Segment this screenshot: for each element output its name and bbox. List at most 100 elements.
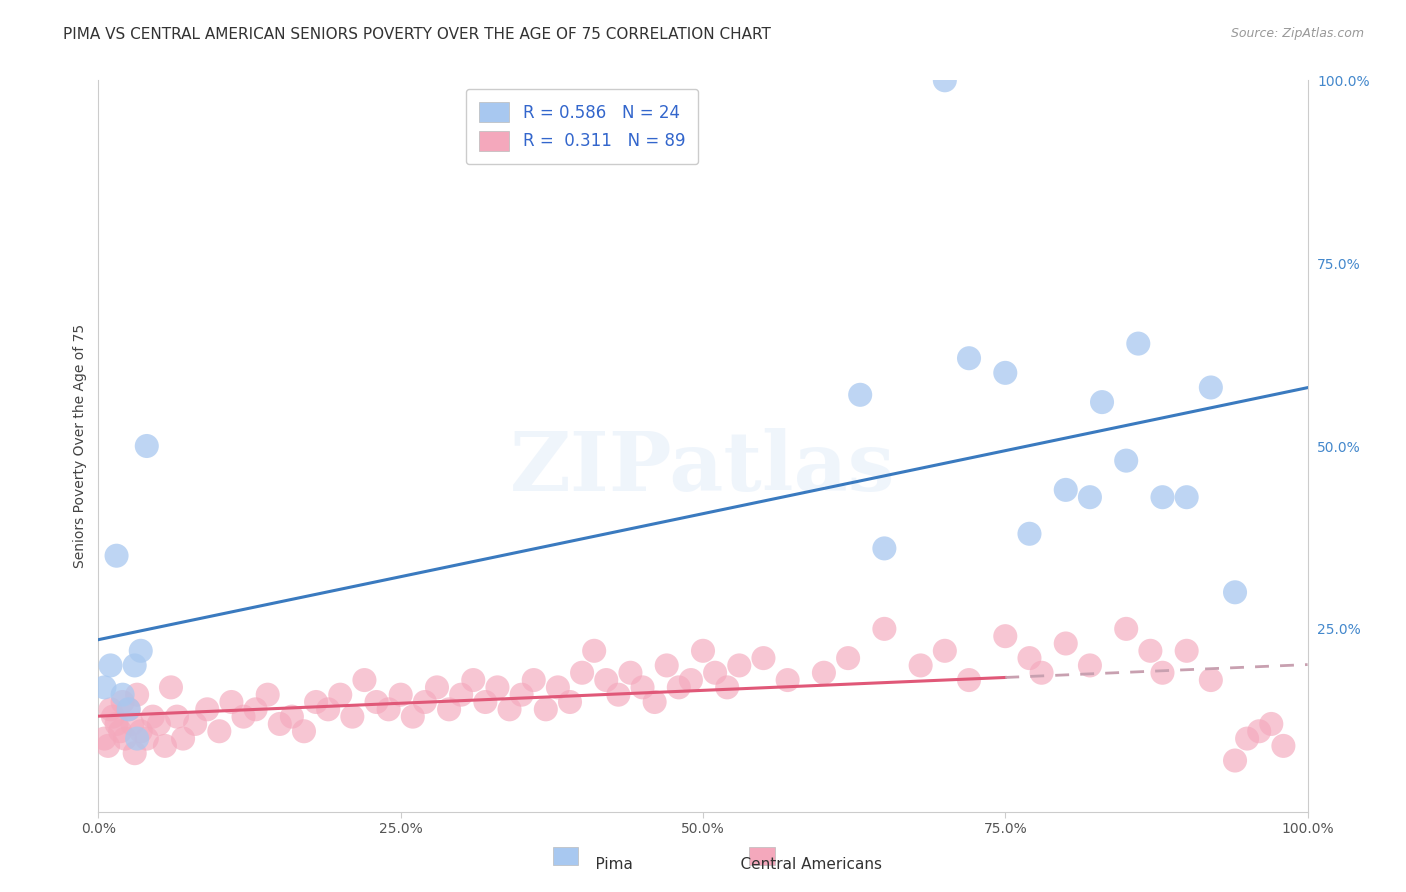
Point [108, 724, 131, 739]
Point [93, 731, 115, 746]
Point [305, 695, 328, 709]
Legend: R = 0.586   N = 24, R =  0.311   N = 89: R = 0.586 N = 24, R = 0.311 N = 89 [465, 88, 699, 164]
Y-axis label: Seniors Poverty Over the Age of 75: Seniors Poverty Over the Age of 75 [73, 324, 87, 568]
Point [994, 366, 1017, 380]
FancyBboxPatch shape [749, 847, 775, 865]
Point [195, 702, 218, 716]
Point [269, 717, 291, 731]
Point [1260, 717, 1282, 731]
Point [1018, 526, 1040, 541]
Point [534, 702, 557, 716]
Point [873, 622, 896, 636]
Point [135, 439, 157, 453]
Point [595, 673, 617, 687]
Point [619, 665, 641, 680]
Point [127, 688, 149, 702]
Point [426, 681, 449, 695]
Point [1272, 739, 1295, 753]
Point [221, 695, 243, 709]
Point [450, 688, 472, 702]
Point [704, 665, 727, 680]
Point [1078, 490, 1101, 504]
Point [1199, 673, 1222, 687]
Point [166, 709, 188, 723]
Point [121, 717, 143, 731]
Point [93, 681, 115, 695]
Point [1054, 483, 1077, 497]
Point [631, 681, 654, 695]
Point [256, 688, 278, 702]
Point [124, 658, 146, 673]
Point [957, 673, 980, 687]
Point [692, 644, 714, 658]
Point [1078, 658, 1101, 673]
FancyBboxPatch shape [553, 847, 578, 865]
Point [1139, 644, 1161, 658]
Point [129, 724, 152, 739]
Point [668, 681, 690, 695]
Point [1249, 724, 1271, 739]
Point [184, 717, 207, 731]
Text: Source: ZipAtlas.com: Source: ZipAtlas.com [1230, 27, 1364, 40]
Point [1115, 453, 1137, 467]
Point [1175, 490, 1198, 504]
Point [644, 695, 666, 709]
Point [728, 658, 751, 673]
Point [1199, 380, 1222, 394]
Point [957, 351, 980, 366]
Text: ZIPatlas: ZIPatlas [510, 428, 896, 508]
Point [329, 688, 352, 702]
Point [153, 739, 176, 753]
Point [135, 731, 157, 746]
Point [118, 702, 141, 716]
Point [776, 673, 799, 687]
Point [148, 717, 170, 731]
Point [910, 658, 932, 673]
Point [342, 709, 364, 723]
Point [1054, 636, 1077, 650]
Point [172, 731, 194, 746]
Point [994, 629, 1017, 643]
Point [716, 681, 738, 695]
Point [583, 644, 606, 658]
Point [498, 702, 520, 716]
Point [127, 731, 149, 746]
Point [1018, 651, 1040, 665]
Point [607, 688, 630, 702]
Point [437, 702, 460, 716]
Point [292, 724, 315, 739]
Point [934, 644, 956, 658]
Point [752, 651, 775, 665]
Point [281, 709, 304, 723]
Point [208, 724, 231, 739]
Point [1223, 585, 1246, 599]
Point [105, 717, 128, 731]
Point [523, 673, 546, 687]
Point [1031, 665, 1053, 680]
Point [813, 665, 835, 680]
Point [547, 681, 569, 695]
Point [463, 673, 485, 687]
Point [353, 673, 375, 687]
Point [1128, 336, 1150, 351]
Text: PIMA VS CENTRAL AMERICAN SENIORS POVERTY OVER THE AGE OF 75 CORRELATION CHART: PIMA VS CENTRAL AMERICAN SENIORS POVERTY… [63, 27, 770, 42]
Point [142, 709, 165, 723]
Point [111, 688, 134, 702]
Point [1115, 622, 1137, 636]
Point [413, 695, 436, 709]
Point [1091, 395, 1114, 409]
Text: Central Americans: Central Americans [721, 857, 882, 872]
Point [105, 549, 128, 563]
Point [655, 658, 678, 673]
Point [934, 73, 956, 87]
Point [100, 658, 122, 673]
Point [101, 709, 124, 723]
Point [160, 681, 183, 695]
Point [571, 665, 593, 680]
Point [1152, 665, 1174, 680]
Point [316, 702, 339, 716]
Point [1223, 754, 1246, 768]
Point [111, 695, 134, 709]
Point [232, 709, 254, 723]
Point [474, 695, 496, 709]
